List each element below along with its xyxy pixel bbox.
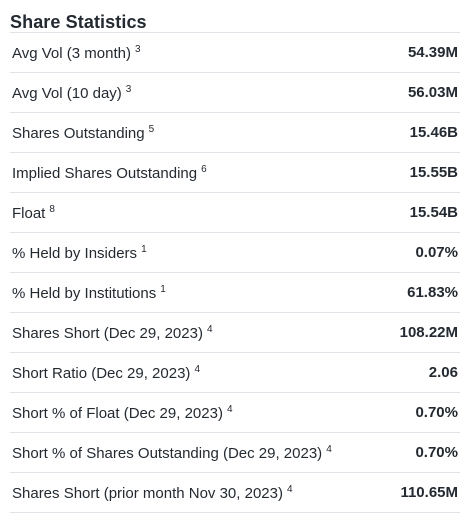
row-label: Avg Vol (3 month) 3 bbox=[10, 44, 141, 62]
row-label-text: Short % of Float (Dec 29, 2023) bbox=[12, 404, 223, 422]
table-row: % Held by Insiders 1 0.07% bbox=[10, 233, 460, 273]
row-label: Shares Short (Dec 29, 2023) 4 bbox=[10, 324, 213, 342]
table-row: % Held by Institutions 1 61.83% bbox=[10, 273, 460, 313]
table-row: Avg Vol (3 month) 3 54.39M bbox=[10, 33, 460, 73]
table-row: Float 8 15.54B bbox=[10, 193, 460, 233]
row-label-text: Avg Vol (3 month) bbox=[12, 44, 131, 62]
row-label: Implied Shares Outstanding 6 bbox=[10, 164, 207, 182]
row-label: Avg Vol (10 day) 3 bbox=[10, 84, 131, 102]
title-divider bbox=[10, 32, 460, 33]
table-row: Shares Short (Dec 29, 2023) 4 108.22M bbox=[10, 313, 460, 353]
row-label: % Held by Institutions 1 bbox=[10, 284, 166, 302]
footnote-marker: 5 bbox=[148, 123, 155, 135]
table-row: Shares Short (prior month Nov 30, 2023) 4… bbox=[10, 473, 460, 513]
statistics-table: Avg Vol (3 month) 3 54.39M Avg Vol (10 da… bbox=[10, 33, 460, 513]
row-label: Float 8 bbox=[10, 204, 55, 222]
footnote-marker: 4 bbox=[206, 323, 213, 335]
table-row: Short % of Shares Outstanding (Dec 29, 2… bbox=[10, 433, 460, 473]
row-label-text: % Held by Insiders bbox=[12, 244, 138, 262]
row-value: 110.65M bbox=[400, 484, 458, 501]
footnote-marker: 1 bbox=[141, 243, 147, 255]
row-label-text: Float bbox=[12, 204, 46, 222]
row-label: % Held by Insiders 1 bbox=[10, 244, 147, 262]
row-value: 15.46B bbox=[409, 124, 458, 141]
row-label-text: % Held by Institutions bbox=[12, 284, 157, 302]
row-label: Shares Outstanding 5 bbox=[10, 124, 154, 142]
section-title: Share Statistics bbox=[10, 12, 147, 32]
row-value: 0.07% bbox=[415, 244, 458, 261]
row-label-text: Shares Outstanding bbox=[12, 124, 145, 142]
row-value: 2.06 bbox=[428, 364, 458, 381]
table-row: Avg Vol (10 day) 3 56.03M bbox=[10, 73, 460, 113]
row-value: 54.39M bbox=[407, 44, 458, 61]
footnote-marker: 4 bbox=[286, 483, 293, 495]
row-value: 56.03M bbox=[407, 84, 458, 101]
row-label-text: Shares Short (prior month Nov 30, 2023) bbox=[12, 484, 283, 502]
row-value: 61.83% bbox=[407, 284, 458, 301]
row-label-text: Shares Short (Dec 29, 2023) bbox=[12, 324, 203, 342]
row-label: Short Ratio (Dec 29, 2023) 4 bbox=[10, 364, 200, 382]
row-value: 15.54B bbox=[409, 204, 458, 221]
row-label: Short % of Shares Outstanding (Dec 29, 2… bbox=[10, 444, 332, 462]
footnote-marker: 6 bbox=[201, 163, 207, 175]
row-value: 108.22M bbox=[399, 324, 458, 341]
footnote-marker: 1 bbox=[160, 283, 166, 295]
table-row: Implied Shares Outstanding 6 15.55B bbox=[10, 153, 460, 193]
row-label: Short % of Float (Dec 29, 2023) 4 bbox=[10, 404, 233, 422]
footnote-marker: 3 bbox=[125, 83, 132, 95]
row-label-text: Implied Shares Outstanding bbox=[12, 164, 198, 182]
footnote-marker: 4 bbox=[326, 443, 332, 455]
footnote-marker: 8 bbox=[49, 203, 55, 215]
row-label-text: Short % of Shares Outstanding (Dec 29, 2… bbox=[12, 444, 323, 462]
table-row: Shares Outstanding 5 15.46B bbox=[10, 113, 460, 153]
table-row: Short Ratio (Dec 29, 2023) 4 2.06 bbox=[10, 353, 460, 393]
row-value: 15.55B bbox=[409, 164, 458, 181]
row-label-text: Avg Vol (10 day) bbox=[12, 84, 122, 102]
row-label: Shares Short (prior month Nov 30, 2023) 4 bbox=[10, 484, 293, 502]
footnote-marker: 4 bbox=[226, 403, 233, 415]
footnote-marker: 4 bbox=[194, 363, 200, 375]
row-value: 0.70% bbox=[415, 444, 458, 461]
footnote-marker: 3 bbox=[134, 43, 141, 55]
table-row: Short % of Float (Dec 29, 2023) 4 0.70% bbox=[10, 393, 460, 433]
row-label-text: Short Ratio (Dec 29, 2023) bbox=[12, 364, 191, 382]
row-value: 0.70% bbox=[415, 404, 458, 421]
